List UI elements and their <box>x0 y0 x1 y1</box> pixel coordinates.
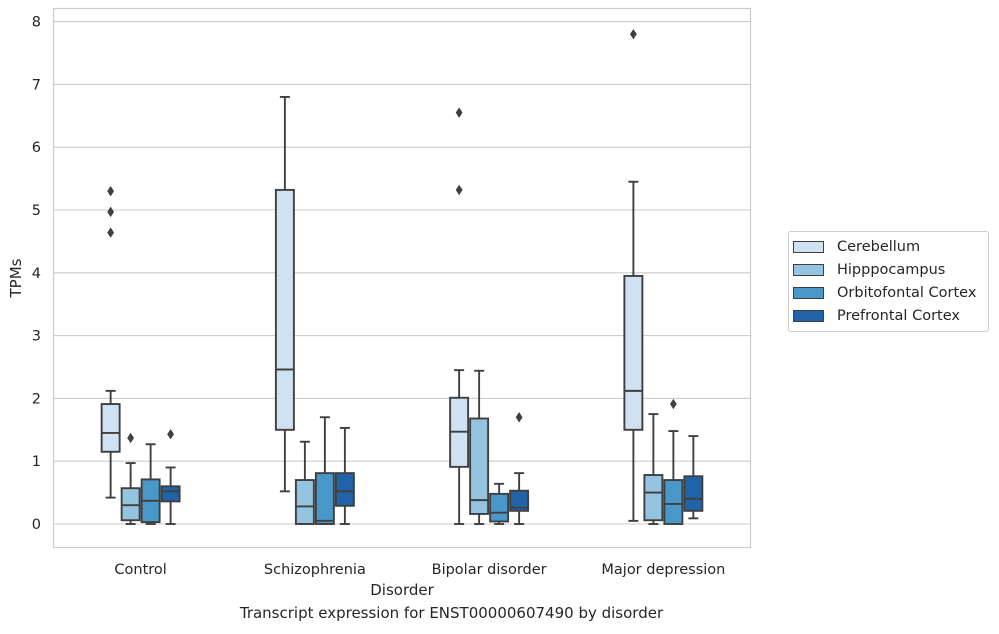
y-tick-label: 6 <box>32 140 41 156</box>
outlier-point <box>107 227 115 238</box>
y-tick-label: 7 <box>32 77 41 93</box>
box-cerebellum <box>274 96 295 493</box>
x-tick-label: Control <box>114 562 166 578</box>
x-axis-label: Disorder <box>370 581 434 599</box>
box <box>663 479 684 525</box>
box <box>294 479 315 525</box>
y-tick-label: 8 <box>32 15 41 31</box>
box <box>643 474 664 522</box>
box <box>100 403 121 453</box>
y-axis-label: TPMs <box>7 258 25 298</box>
outlier-point <box>629 28 637 40</box>
y-tick-label: 0 <box>32 517 41 533</box>
box-hipppocampus <box>294 440 315 525</box>
box <box>623 274 644 431</box>
box-prefrontal-cortex <box>509 412 530 525</box>
outlier-point <box>455 184 463 196</box>
legend-label: Hipppocampus <box>837 261 946 278</box>
box-plot-series <box>100 28 704 525</box>
x-tick-label: Schizophrenia <box>264 562 366 578</box>
box-hipppocampus <box>120 432 141 525</box>
box-prefrontal-cortex <box>160 428 181 525</box>
box-orbitofontal-cortex <box>663 398 684 525</box>
grid-lines <box>53 21 751 525</box>
legend-item: Hipppocampus <box>789 258 988 281</box>
legend-label: Cerebellum <box>837 238 921 255</box>
box-hipppocampus <box>469 369 490 525</box>
legend-swatch <box>793 240 824 253</box>
outlier-point <box>669 398 677 410</box>
chart-caption: Transcript expression for ENST0000060749… <box>239 604 664 622</box>
outlier-point <box>107 185 115 197</box>
box-cerebellum <box>623 28 644 522</box>
x-tick-label: Major depression <box>601 562 725 578</box>
box <box>334 472 355 507</box>
box-prefrontal-cortex <box>334 426 355 525</box>
outlier-point <box>167 428 175 440</box>
legend-label: Orbitofontal Cortex <box>837 284 977 301</box>
outlier-point <box>127 432 135 444</box>
box <box>683 475 704 512</box>
y-tick-label: 4 <box>32 266 41 282</box>
x-tick-labels: Control Schizophrenia Bipolar disorder Majo… <box>114 562 725 578</box>
box-hipppocampus <box>643 413 664 525</box>
x-tick-label: Bipolar disorder <box>432 562 547 578</box>
outlier-point <box>455 107 463 118</box>
box-cerebellum <box>449 107 470 525</box>
legend-swatch <box>793 309 824 322</box>
box-orbitofontal-cortex <box>140 443 161 525</box>
box-prefrontal-cortex <box>683 435 704 520</box>
box-cerebellum <box>100 185 121 499</box>
y-tick-label: 5 <box>32 203 41 219</box>
y-tick-labels: 0 1 2 3 4 5 6 7 8 <box>32 15 41 533</box>
box <box>469 417 490 515</box>
legend-item: Prefrontal Cortex <box>789 304 988 327</box>
y-tick-label: 3 <box>32 329 41 345</box>
box-orbitofontal-cortex <box>489 482 510 525</box>
box-orbitofontal-cortex <box>314 416 335 525</box>
plot-frame <box>52 7 752 549</box>
legend-item: Orbitofontal Cortex <box>789 281 988 304</box>
box <box>160 485 181 503</box>
outlier-point <box>515 412 523 423</box>
outlier-point <box>107 206 115 218</box>
legend-swatch <box>793 263 824 276</box>
box <box>314 472 335 525</box>
legend: Cerebellum Hipppocampus Orbitofontal Corte… <box>788 231 989 332</box>
box <box>509 489 530 512</box>
box <box>274 188 295 431</box>
legend-item: Cerebellum <box>789 235 988 258</box>
legend-label: Prefrontal Cortex <box>837 307 960 324</box>
legend-swatch <box>793 286 824 299</box>
y-tick-label: 1 <box>32 454 41 470</box>
box <box>489 492 510 523</box>
y-tick-label: 2 <box>32 391 41 407</box>
